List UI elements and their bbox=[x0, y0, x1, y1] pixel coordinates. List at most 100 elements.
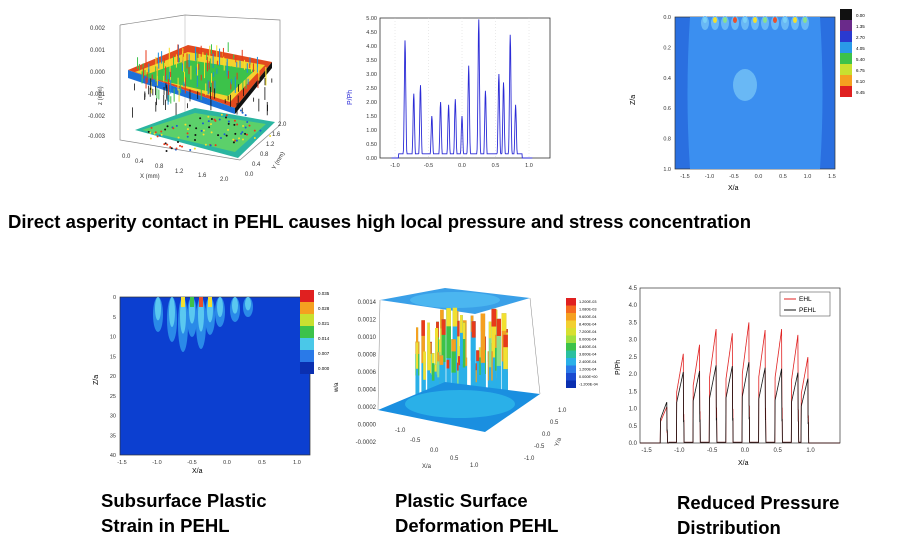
legend-label: 9.45 bbox=[856, 90, 865, 95]
spike-top bbox=[446, 359, 450, 369]
spike-top bbox=[452, 307, 458, 327]
plastic-deformation-plot: 0.00140.00120.00100.00080.00060.00040.00… bbox=[334, 288, 598, 470]
y-tick: 2.00 bbox=[366, 100, 377, 106]
surface-lobe-core bbox=[713, 17, 717, 23]
projection-dot bbox=[223, 133, 226, 136]
spike-top bbox=[460, 315, 463, 333]
spike-mid bbox=[437, 352, 440, 378]
x-tick: -1.0 bbox=[705, 174, 714, 180]
strain-plume-core bbox=[232, 297, 238, 314]
y-tick: 0.4 bbox=[252, 162, 261, 168]
y-tick: 25 bbox=[110, 394, 116, 400]
spike-mid bbox=[480, 313, 486, 363]
projection-dot bbox=[149, 131, 152, 134]
strain-hotspot bbox=[190, 297, 194, 307]
spike-mid bbox=[435, 337, 438, 375]
y-tick: 4.00 bbox=[366, 44, 377, 50]
projection-dot bbox=[232, 141, 235, 144]
spike-mid bbox=[503, 334, 508, 370]
spike-top bbox=[471, 321, 476, 338]
x-tick: -1.0 bbox=[152, 460, 161, 466]
projection-dot bbox=[188, 124, 191, 127]
legend-swatch bbox=[840, 42, 852, 53]
legend-label: 3.600E-04 bbox=[579, 353, 597, 357]
spike-mid bbox=[446, 308, 451, 359]
y-tick: 1.5 bbox=[629, 389, 638, 395]
legend-label-pehl: PEHL bbox=[799, 307, 816, 314]
pressure-profile-plot: 0.00 0.50 1.00 1.50 2.00 2.50 3.00 3.50 4.00 4.50… bbox=[347, 16, 551, 169]
spike-mid bbox=[496, 318, 501, 366]
z-tick: 0.002 bbox=[90, 26, 106, 32]
x-tick: -0.5 bbox=[729, 174, 738, 180]
reduced-pressure-panel: 0.0 0.5 1.0 1.5 2.0 2.5 3.0 3.5 4.0 4.5 -1.5 -1.0 -… bbox=[610, 280, 850, 470]
surface-lobe-core bbox=[783, 17, 787, 23]
strain-field bbox=[119, 296, 311, 456]
projection-dot bbox=[177, 136, 180, 139]
spike-top bbox=[496, 318, 501, 336]
y-tick: 3.0 bbox=[629, 338, 638, 344]
z-tick: 0.0006 bbox=[358, 370, 377, 376]
y-tick: 0 bbox=[113, 295, 116, 301]
caption-line: Subsurface Plastic bbox=[101, 490, 267, 511]
y-axis-label: Z/a bbox=[630, 95, 637, 105]
y-tick: 0.5 bbox=[629, 424, 638, 430]
legend-label: 0.014 bbox=[318, 336, 330, 341]
x-tick: 0.8 bbox=[155, 164, 164, 170]
projection-dot bbox=[242, 125, 245, 128]
spike-top bbox=[451, 339, 456, 352]
spike-top bbox=[491, 308, 497, 327]
projection-dot bbox=[153, 132, 156, 135]
legend-label: 0.021 bbox=[318, 321, 330, 326]
y-tick: 0.5 bbox=[550, 420, 559, 426]
surface-lobe-core bbox=[793, 17, 797, 23]
spike-mid bbox=[461, 322, 466, 368]
y-tick: 5.00 bbox=[366, 16, 377, 22]
x-tick: -1.0 bbox=[390, 163, 399, 169]
projection-dot bbox=[179, 144, 182, 147]
spike-top bbox=[476, 350, 480, 362]
legend-swatch bbox=[566, 305, 576, 313]
z-tick: 0.0010 bbox=[358, 335, 377, 341]
legend-swatch bbox=[300, 314, 314, 326]
surface-spikes bbox=[132, 42, 273, 118]
x-tick: 1.0 bbox=[804, 174, 812, 180]
x-axis-label: X/a bbox=[728, 185, 739, 192]
x-tick: 0.5 bbox=[258, 460, 266, 466]
projection-dot bbox=[201, 122, 204, 125]
legend-swatch bbox=[566, 350, 576, 358]
caption-line: Strain in PEHL bbox=[101, 515, 230, 536]
projection-dot bbox=[233, 119, 236, 122]
spike-mid bbox=[441, 319, 446, 363]
y-tick: 3.50 bbox=[366, 58, 377, 64]
spike-mid bbox=[471, 321, 476, 367]
projection-dot bbox=[200, 129, 203, 132]
z-tick: -0.0002 bbox=[356, 440, 377, 446]
strain-plume-core bbox=[169, 297, 175, 327]
x-tick: 0.0 bbox=[755, 174, 763, 180]
projection-dot bbox=[214, 144, 217, 147]
projection-dot bbox=[227, 122, 230, 125]
projection-dot bbox=[213, 118, 216, 121]
x-tick: -1.5 bbox=[117, 460, 126, 466]
legend-label: 7.200E-04 bbox=[579, 330, 597, 334]
projection-dot bbox=[186, 132, 189, 135]
projection-dot bbox=[207, 115, 210, 118]
y-tick: 40 bbox=[110, 453, 116, 459]
legend-swatch bbox=[566, 373, 576, 381]
z-tick: 0.0002 bbox=[358, 405, 377, 411]
projection-dot bbox=[204, 143, 207, 146]
legend-swatch bbox=[300, 338, 314, 350]
projection-dot bbox=[170, 147, 173, 150]
surface-lobe-core bbox=[773, 17, 777, 23]
projection-dot bbox=[154, 131, 157, 134]
projection-dot bbox=[233, 123, 236, 126]
projection-dot bbox=[158, 134, 161, 137]
chart-legend: EHL PEHL bbox=[779, 291, 831, 317]
projection-dot bbox=[244, 126, 247, 129]
spike-mid bbox=[491, 308, 497, 358]
spike-top bbox=[456, 320, 460, 337]
y-tick: 1.0 bbox=[629, 407, 638, 413]
z-tick: 0.0004 bbox=[358, 388, 377, 394]
z-tick: 0.000 bbox=[90, 70, 106, 76]
spike-top bbox=[427, 330, 431, 345]
